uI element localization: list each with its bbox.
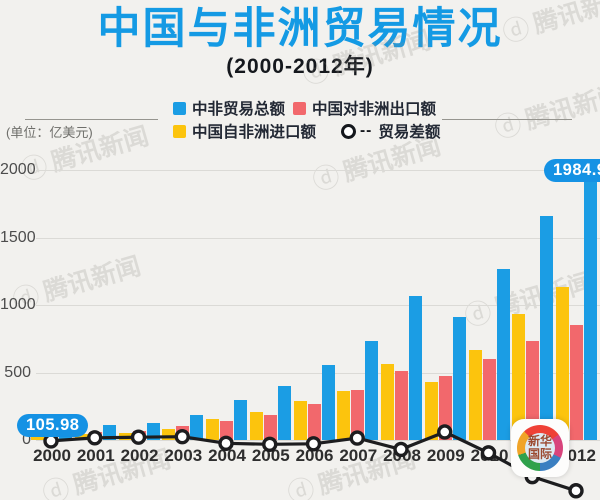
gridline [36, 305, 600, 306]
trade-balance-marker-2012 [568, 483, 584, 499]
bar-export-2001 [88, 431, 102, 440]
export-swatch-icon [293, 101, 306, 115]
bar-total-2008 [409, 295, 422, 440]
import-swatch-icon [173, 124, 186, 138]
bar-export-2011 [526, 341, 540, 440]
y-axis-label: 500 [4, 363, 31, 381]
bar-total-2012 [584, 172, 597, 440]
bar-export-2003 [176, 426, 190, 440]
bar-total-2007 [365, 340, 379, 440]
bar-import-2010 [468, 349, 482, 440]
chart-subtitle: (2000-2012年) [226, 55, 374, 78]
bar-import-2003 [162, 428, 176, 440]
bar-import-2004 [206, 418, 219, 440]
circle-marker-icon [341, 123, 356, 139]
tencent-news-logo-icon: ⓓ [309, 160, 344, 197]
bar-total-2011 [540, 215, 554, 440]
bar-export-2002 [132, 430, 146, 440]
bar-export-2012 [570, 324, 583, 440]
bar-export-2005 [263, 414, 277, 440]
bar-export-2008 [395, 371, 408, 440]
bar-import-2007 [337, 391, 351, 440]
bar-export-2006 [307, 404, 321, 440]
bar-export-2004 [220, 421, 233, 440]
bar-total-2004 [234, 400, 247, 440]
x-axis-label: 2007 [339, 446, 378, 465]
bar-import-2012 [556, 287, 569, 440]
dash-line-icon: -- [360, 122, 373, 139]
data-label-2012-total: 1984.9 [544, 159, 600, 182]
divider-right [442, 119, 572, 120]
bar-total-2009 [452, 317, 466, 440]
gridline [36, 372, 600, 374]
x-axis-label: 2001 [76, 446, 115, 465]
bar-import-2002 [118, 432, 132, 440]
x-axis-label: 2005 [251, 446, 290, 465]
bar-import-2011 [512, 314, 526, 440]
watermark-text: 腾讯新闻 [522, 79, 600, 135]
x-axis-label: 2010 [470, 446, 509, 465]
x-axis-label: 2008 [383, 446, 421, 465]
bar-export-2009 [438, 375, 452, 440]
y-axis-label: 1500 [0, 228, 36, 246]
badge-text: 新华 国际 [511, 435, 569, 461]
x-axis-label: 2003 [164, 446, 203, 465]
total-swatch-icon [173, 101, 186, 115]
data-label-2000-total: 105.98 [17, 414, 89, 437]
legend-label: 中非贸易总额 [192, 101, 286, 118]
bar-import-2006 [293, 401, 307, 440]
x-axis-label: 2000 [33, 446, 71, 465]
xinhua-international-badge: 新华 国际 [511, 419, 569, 477]
x-axis-label: 2004 [208, 446, 246, 465]
bar-total-2001 [102, 425, 116, 440]
bar-total-2010 [496, 268, 510, 440]
divider-left [25, 119, 158, 120]
legend-item-export: 中国对非洲出口额 [293, 97, 436, 119]
legend-label: 中国自非洲进口额 [192, 124, 317, 141]
bar-export-2007 [351, 389, 365, 440]
legend-item-import: 中国自非洲进口额 [173, 120, 316, 142]
y-axis-label: 1000 [0, 296, 36, 313]
bar-import-2009 [424, 381, 438, 440]
page-title: 中国与非洲贸易情况 [97, 5, 503, 53]
tencent-news-logo-icon: ⓓ [491, 108, 526, 145]
legend-label: 贸易差额 [378, 124, 441, 141]
legend-label: 中国对非洲出口额 [312, 101, 437, 118]
x-axis-label: 2009 [426, 446, 465, 465]
y-axis-label: 0 [22, 431, 31, 448]
bar-total-2002 [146, 423, 160, 440]
bar-import-2005 [249, 411, 263, 440]
bar-total-2006 [321, 365, 335, 440]
bar-total-2003 [190, 415, 204, 440]
gridline [36, 170, 600, 171]
tencent-news-logo-icon: ⓓ [284, 473, 319, 500]
legend-item-total: 中非贸易总额 [173, 97, 285, 119]
bar-import-2008 [381, 364, 394, 440]
y-axis-label: 2000 [0, 161, 36, 178]
tencent-news-logo-icon: ⓓ [39, 473, 74, 500]
bar-export-2010 [482, 359, 496, 440]
bar-total-2005 [277, 386, 291, 440]
x-axis-label: 2002 [120, 446, 159, 465]
x-axis-label: 2006 [295, 446, 334, 465]
badge-line2: 国际 [527, 447, 552, 461]
watermark-text: 腾讯新闻 [40, 251, 144, 307]
unit-label: (单位：亿美元) [6, 125, 93, 140]
legend-item-balance: -- 贸易差额 [341, 120, 440, 142]
gridline [36, 237, 600, 239]
